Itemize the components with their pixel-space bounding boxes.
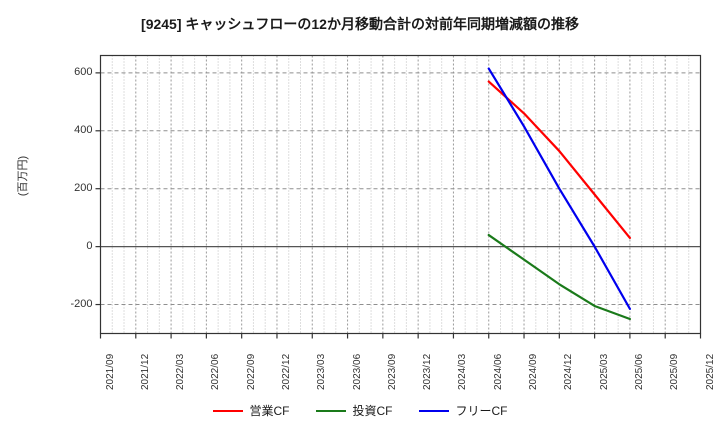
y-tick-label: 200 [74,181,93,194]
x-tick-label: 2023/09 [386,353,398,390]
x-tick-label: 2024/03 [457,353,469,390]
y-tick-label: 600 [74,65,93,78]
x-tick-label: 2022/12 [280,353,292,390]
horizontal-gridlines [100,72,701,306]
legend-label: 営業CF [249,404,290,418]
x-tick-label: 2021/09 [104,353,116,390]
legend-item[interactable]: フリーCF [418,402,508,419]
x-tick-label: 2022/03 [175,353,187,390]
data-series-lines [487,67,632,321]
x-tick-label: 2022/09 [245,353,257,390]
x-tick-label: 2024/06 [492,353,504,390]
chart-legend: 営業CF 投資CF フリーCF [0,402,720,419]
x-tick-label: 2025/06 [633,353,645,390]
legend-color-swatch [418,409,449,412]
chart-title: [9245] キャッシュフローの12か月移動合計の対前年同期増減額の推移 [141,16,579,32]
series-line-0 [487,80,632,240]
legend-label: フリーCF [455,404,508,418]
series-line-2 [487,67,632,310]
legend-item[interactable]: 投資CF [315,402,393,419]
y-tick-label: 400 [74,123,93,136]
x-tick-label: 2025/09 [669,353,681,390]
x-tick-label: 2021/12 [139,353,151,390]
legend-label: 投資CF [352,404,393,418]
x-tick-label: 2025/12 [704,353,716,390]
series-line-1 [487,233,632,321]
x-tick-label: 2022/06 [210,353,222,390]
x-tick-label: 2024/09 [528,353,540,390]
major-vertical-gridlines [100,55,701,334]
x-tick-label: 2023/03 [316,353,328,390]
axis-frame [99,54,702,335]
legend-item[interactable]: 営業CF [212,402,290,419]
minor-vertical-gridlines [111,55,690,334]
y-tick-label: -200 [70,297,93,310]
x-tick-label: 2025/03 [598,353,610,390]
legend-color-swatch [315,409,346,412]
x-tick-label: 2024/12 [563,353,575,390]
legend-color-swatch [212,409,243,412]
x-tick-label: 2023/06 [351,353,363,390]
y-tick-label: 0 [86,239,93,252]
axis-tick-marks [95,72,702,339]
x-tick-label: 2023/12 [422,353,434,390]
